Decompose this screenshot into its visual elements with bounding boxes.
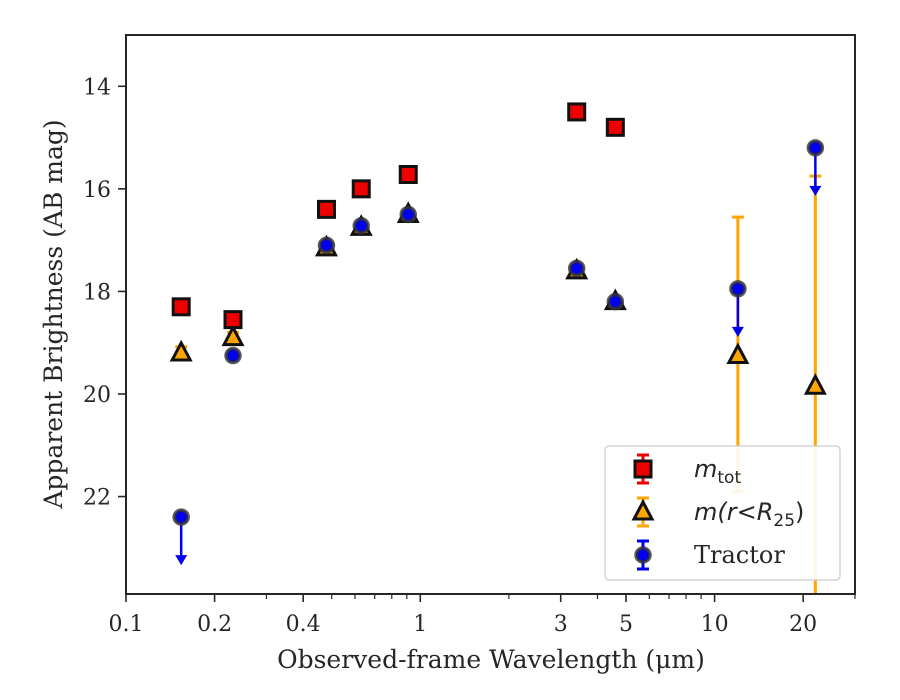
marker-circle	[224, 346, 242, 365]
x-tick-label: 10	[701, 612, 729, 637]
legend-box	[604, 445, 841, 581]
marker-square	[633, 459, 653, 479]
y-tick-label: 20	[83, 383, 111, 408]
y-tick-label: 22	[83, 486, 111, 511]
upper-limit-arrowhead	[809, 185, 822, 196]
marker-circle	[606, 292, 625, 311]
y-axis-label: Apparent Brightness (AB mag)	[39, 119, 68, 509]
marker-square	[171, 297, 191, 317]
marker-circle	[399, 205, 417, 224]
marker-circle	[172, 508, 190, 526]
upper-limit-arrowhead	[731, 326, 744, 337]
axes-frame	[125, 34, 856, 595]
marker-square	[398, 164, 418, 184]
x-tick-label: 5	[619, 612, 633, 637]
x-tick-label: 0.4	[286, 612, 321, 637]
legend-label: mtot	[694, 455, 741, 488]
y-tick-label: 16	[83, 178, 111, 203]
x-tick-label: 1	[413, 612, 427, 637]
marker-circle	[729, 280, 747, 298]
x-tick-label: 3	[554, 612, 568, 637]
y-axis-ticks: 14 16 18 20 22	[83, 75, 126, 511]
marker-triangle	[726, 342, 750, 365]
marker-triangle	[631, 498, 655, 521]
marker-triangle	[169, 339, 193, 362]
marker-circle	[567, 259, 586, 278]
x-tick-label: 20	[789, 612, 817, 637]
y-tick-label: 14	[83, 75, 111, 100]
legend: mtot m(r<R25) Tractor	[604, 445, 841, 581]
marker-square	[223, 310, 243, 330]
marker-circle	[317, 236, 336, 255]
legend-label: Tractor	[694, 541, 785, 569]
upper-limit-arrowhead	[175, 555, 188, 566]
marker-square	[605, 117, 625, 137]
marker-circle	[806, 139, 825, 157]
marker-triangle	[803, 373, 827, 395]
x-tick-label: 0.1	[109, 612, 144, 637]
y-tick-label: 18	[83, 280, 111, 305]
marker-square	[567, 102, 587, 122]
x-axis-ticks: 0.1 0.2 0.4 1 3 5 10 20	[109, 594, 856, 637]
legend-label: m(r<R25)	[694, 498, 804, 531]
marker-triangle	[221, 324, 245, 347]
marker-square	[316, 199, 336, 219]
marker-square	[351, 179, 371, 199]
marker-circle	[352, 217, 370, 235]
x-tick-label: 0.2	[197, 612, 232, 637]
x-axis-label: Observed-frame Wavelength (μm)	[277, 645, 705, 674]
marker-circle	[634, 546, 652, 564]
